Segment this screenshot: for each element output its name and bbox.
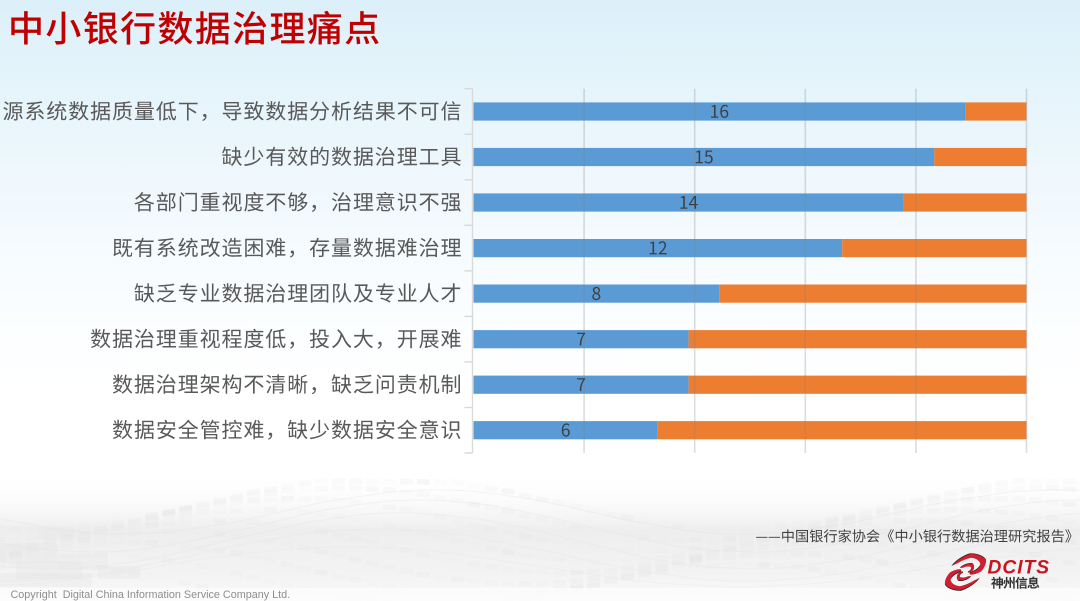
- svg-text:DCITS: DCITS: [988, 557, 1051, 578]
- svg-text:Copyright Digital China Infor: Copyright Digital China Information Serv…: [11, 589, 291, 601]
